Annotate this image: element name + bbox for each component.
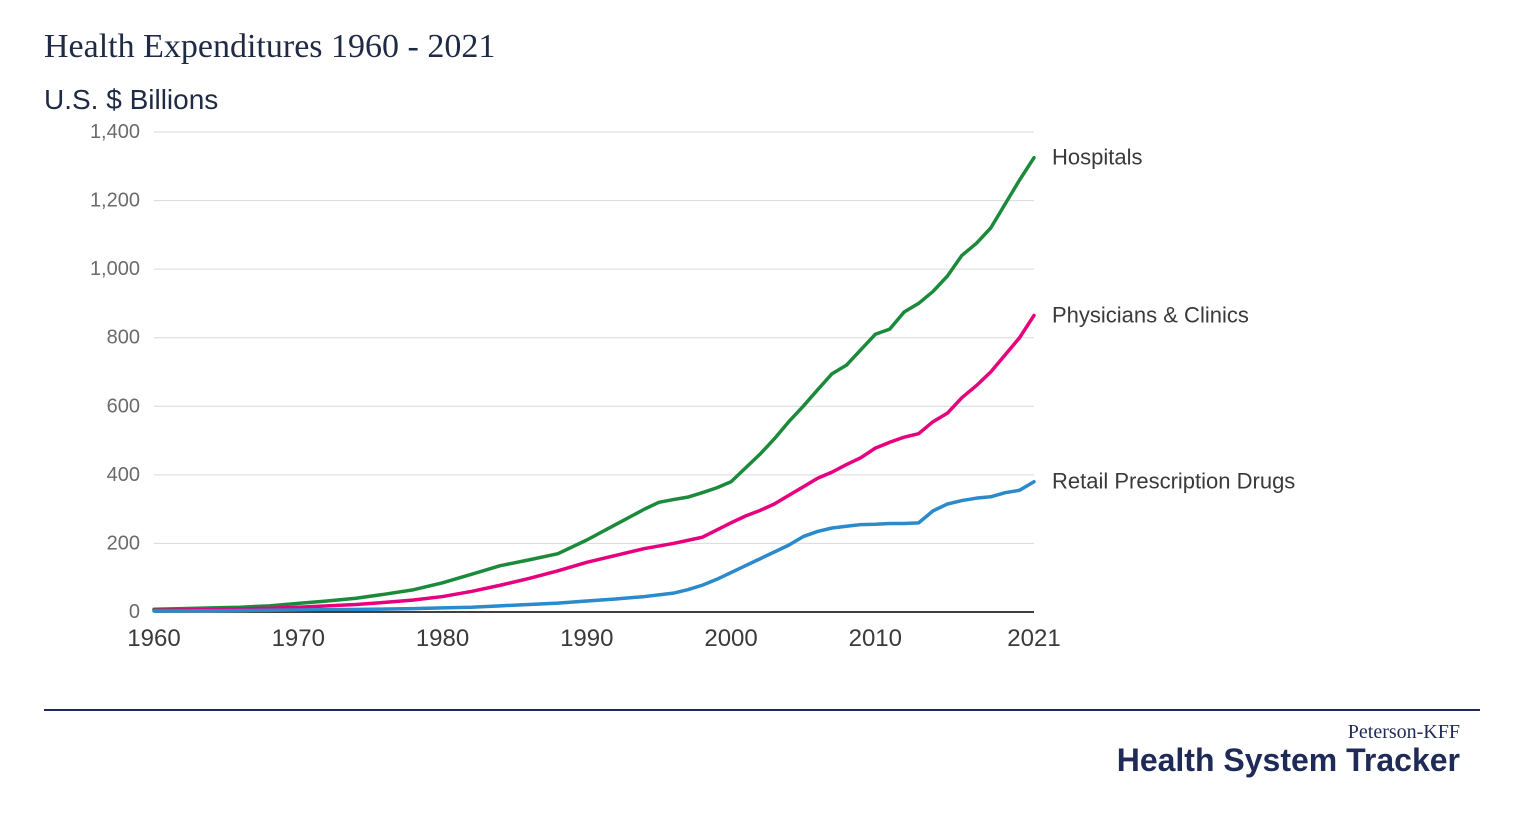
series-label: Physicians & Clinics bbox=[1052, 302, 1249, 327]
footer-logo-top: Peterson-KFF bbox=[44, 721, 1460, 744]
x-tick-label: 1960 bbox=[127, 625, 180, 652]
footer-logo: Peterson-KFF Health System Tracker bbox=[44, 721, 1480, 778]
x-tick-label: 1970 bbox=[272, 625, 325, 652]
y-tick-label: 200 bbox=[107, 532, 140, 554]
y-tick-label: 400 bbox=[107, 464, 140, 486]
page: Health Expenditures 1960 - 2021 U.S. $ B… bbox=[0, 0, 1524, 828]
series-line bbox=[154, 315, 1034, 610]
chart-subtitle: U.S. $ Billions bbox=[44, 84, 1480, 116]
series-label: Hospitals bbox=[1052, 145, 1142, 170]
y-tick-label: 1,200 bbox=[90, 190, 140, 212]
x-tick-label: 1980 bbox=[416, 625, 469, 652]
line-chart: 0 200 400 600 800 1,000 1,200 1,400 1960 1970 1980… bbox=[44, 122, 1480, 682]
footer-divider bbox=[44, 709, 1480, 711]
x-tick-label: 2010 bbox=[849, 625, 902, 652]
footer-logo-bottom: Health System Tracker bbox=[44, 744, 1460, 778]
x-tick-label: 2000 bbox=[704, 625, 757, 652]
chart-title: Health Expenditures 1960 - 2021 bbox=[44, 28, 1480, 66]
x-tick-label: 2021 bbox=[1007, 625, 1060, 652]
x-tick-label: 1990 bbox=[560, 625, 613, 652]
chart-container: 0 200 400 600 800 1,000 1,200 1,400 1960 1970 1980… bbox=[44, 122, 1480, 687]
series-label: Retail Prescription Drugs bbox=[1052, 469, 1295, 494]
y-tick-label: 0 bbox=[129, 601, 140, 623]
y-tick-label: 600 bbox=[107, 395, 140, 417]
y-tick-label: 1,000 bbox=[90, 258, 140, 280]
y-tick-label: 800 bbox=[107, 327, 140, 349]
series-line bbox=[154, 158, 1034, 610]
series-line bbox=[154, 482, 1034, 611]
y-tick-label: 1,400 bbox=[90, 122, 140, 143]
